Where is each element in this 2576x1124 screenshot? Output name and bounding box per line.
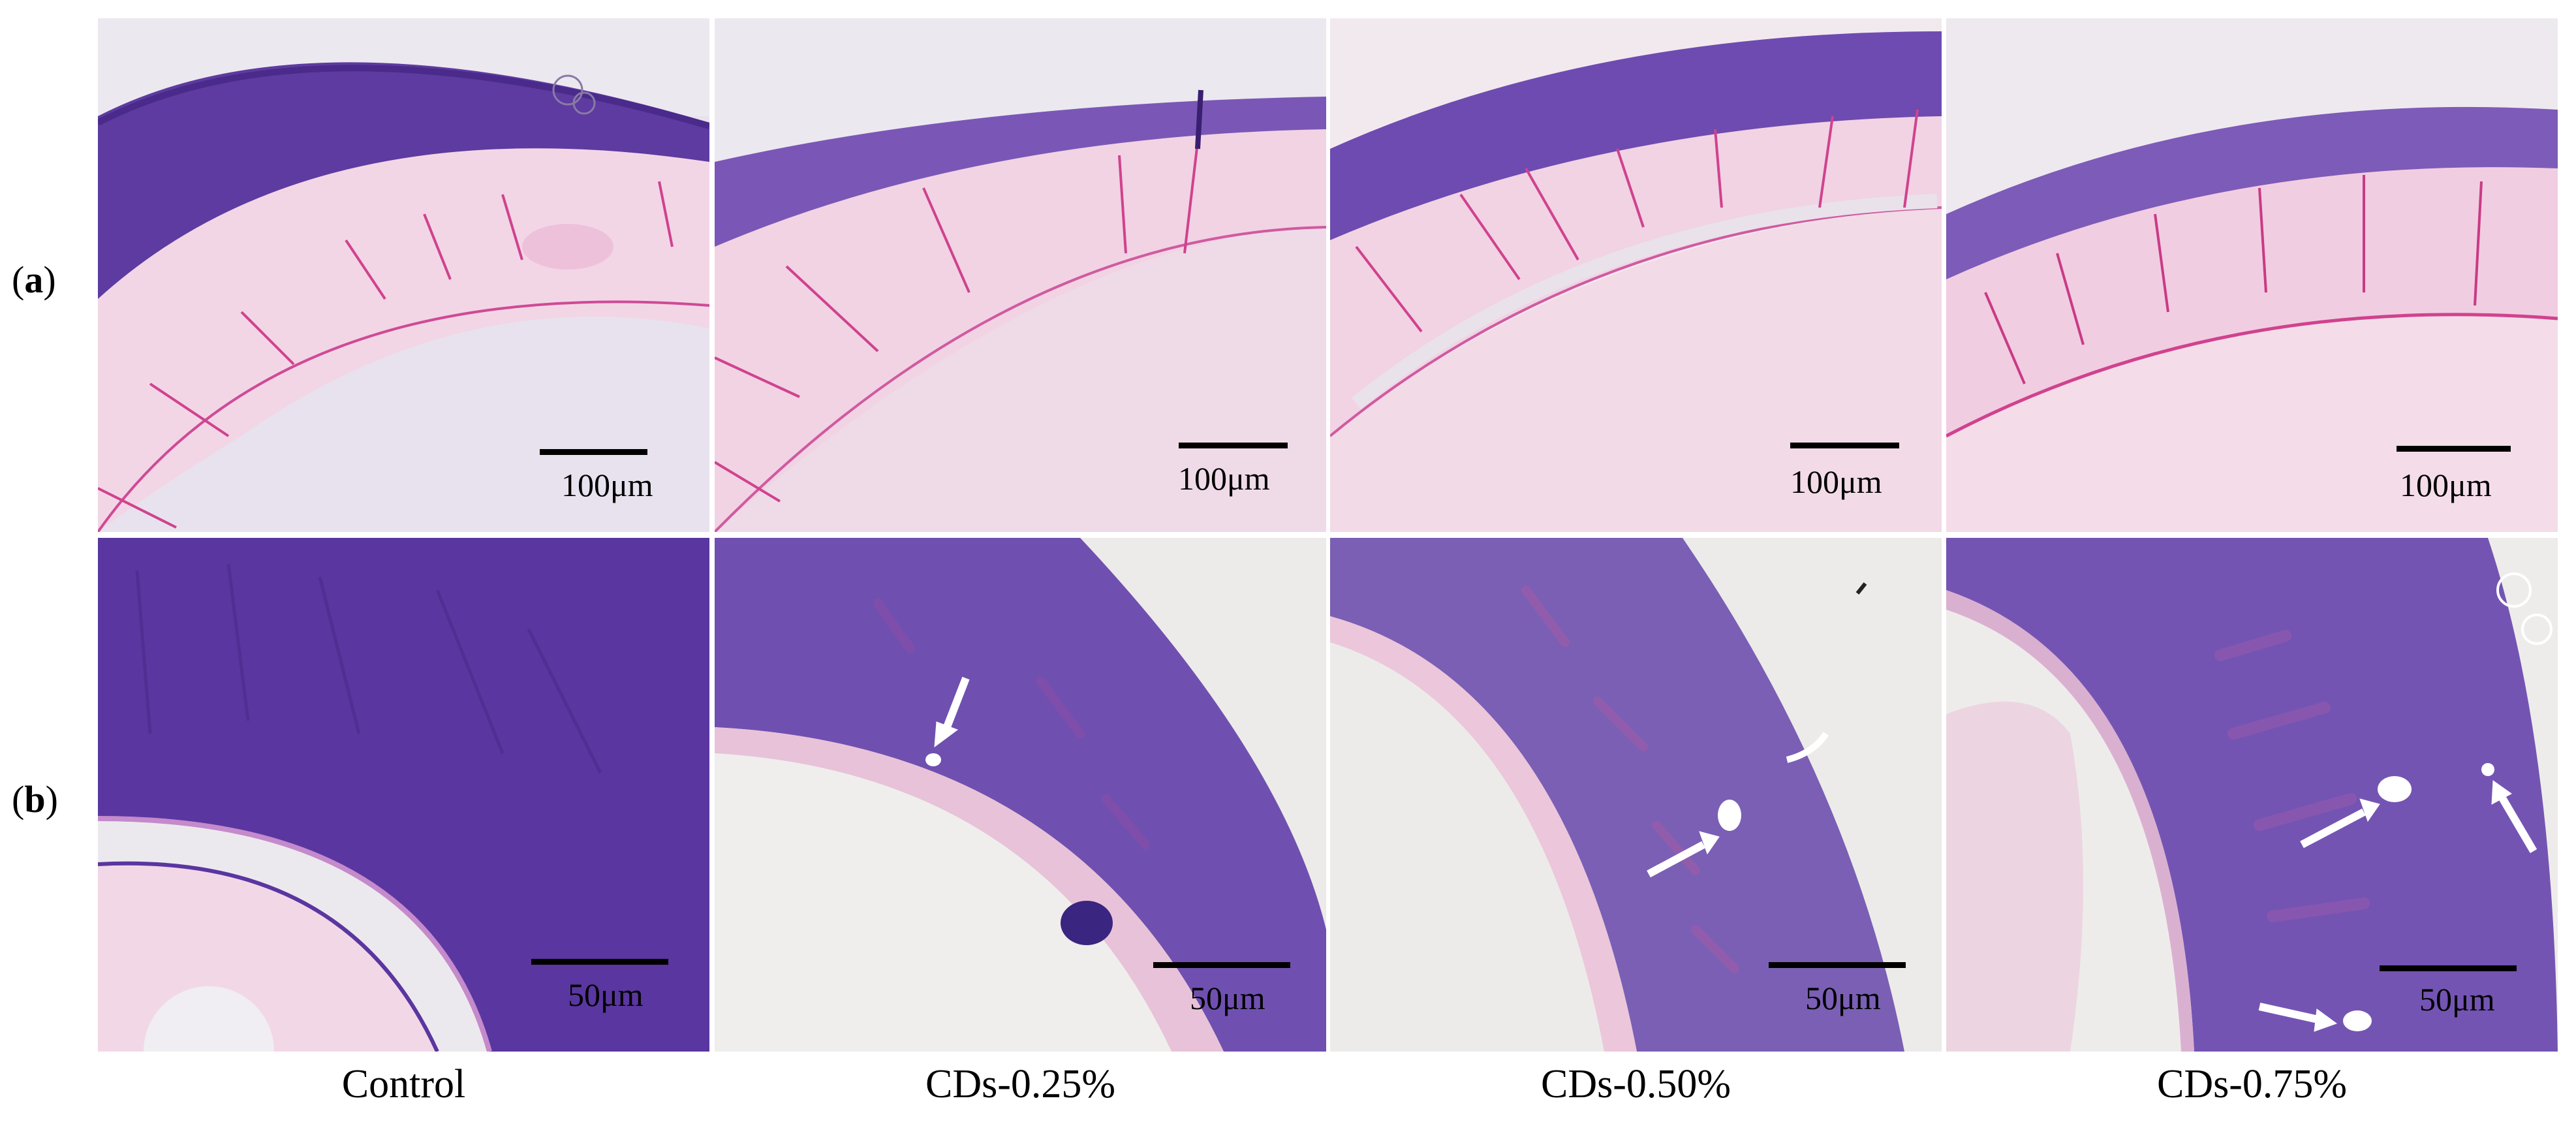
micrograph-b-cds-025 [715,538,1326,1052]
scale-bar [1153,962,1290,968]
scale-bar [2380,965,2517,971]
scale-label: 100μm [561,467,653,503]
micrograph-b-cds-075 [1946,538,2558,1052]
column-caption-cds-075: CDs-0.75% [2156,1062,2348,1106]
row-label-b: (b) [12,778,58,820]
panel-b-cds-025: 50μm [715,538,1326,1052]
micrograph-a-control [98,18,709,532]
panel-a-control: 100μm [98,18,709,532]
row-label-a: (a) [12,258,56,301]
panel-b-cds-075: 50μm [1946,538,2558,1052]
arrow-icon [1647,831,1720,878]
scale-bar [531,959,668,965]
arrow-icon [2300,798,2380,849]
micrograph-a-cds-050 [1330,18,1942,532]
scale-bar [1769,962,1906,968]
micrograph-b-cds-050 [1330,538,1942,1052]
micrograph-a-cds-025 [715,18,1326,532]
scale-label: 100μm [2400,467,2492,503]
column-caption-cds-050: CDs-0.50% [1540,1062,1731,1106]
column-caption-cds-025: CDs-0.25% [925,1062,1116,1106]
panel-a-cds-050: 100μm [1330,18,1942,532]
scale-bar [1179,443,1288,448]
scale-label: 50μm [568,976,644,1013]
panel-b-control: 50μm [98,538,709,1052]
arrow-icon [2258,1003,2338,1032]
panel-a-cds-075: 100μm [1946,18,2558,532]
micrograph-b-control [98,538,709,1052]
scale-bar [540,449,647,455]
scale-label: 50μm [1805,980,1881,1016]
panel-a-cds-025: 100μm [715,18,1326,532]
scale-label: 50μm [2419,981,2495,1018]
scale-label: 100μm [1790,463,1882,500]
panel-b-cds-050: 50μm [1330,538,1942,1052]
arrow-icon [934,676,970,748]
column-caption-control: Control [341,1062,466,1106]
micrograph-a-cds-075 [1946,18,2558,532]
scale-bar [1790,443,1899,448]
arrow-icon [2491,780,2537,854]
scale-bar [2397,446,2511,452]
scale-label: 50μm [1190,980,1265,1016]
scale-label: 100μm [1178,460,1270,497]
